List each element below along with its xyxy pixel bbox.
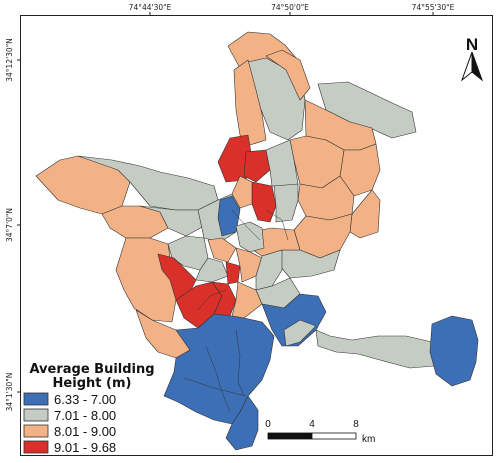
legend-swatch xyxy=(23,424,49,438)
district-polygon xyxy=(207,237,237,263)
scale-unit-label: km xyxy=(362,434,375,445)
district-polygon xyxy=(243,149,271,183)
north-label: N xyxy=(466,35,478,54)
legend-swatch xyxy=(23,392,49,406)
scale-bar-segment-dark xyxy=(267,432,313,440)
legend-swatch xyxy=(23,408,49,422)
graticule-ticks xyxy=(17,12,434,393)
north-arrow: N xyxy=(460,35,484,82)
district-polygon xyxy=(261,293,327,347)
legend-label: 9.01 - 9.68 xyxy=(54,440,116,455)
legend-label: 6.33 - 7.00 xyxy=(54,392,116,407)
district-polygon xyxy=(225,395,259,451)
legend-label: 7.01 - 8.00 xyxy=(54,408,116,423)
district-polygon xyxy=(273,183,299,223)
legend: Average Building Height (m) 6.33 - 7.00 … xyxy=(23,362,155,455)
district-polygon xyxy=(233,59,267,146)
legend-swatch xyxy=(23,440,49,454)
graticule-label-top: 74°55'30"E xyxy=(412,3,455,12)
scale-bar: 0 4 8 km xyxy=(265,419,375,445)
graticule-label-top: 74°50'0"E xyxy=(271,3,309,12)
districts xyxy=(35,31,479,451)
legend-title-line1: Average Building xyxy=(29,362,154,377)
north-arrow-right xyxy=(471,51,484,82)
district-polygon xyxy=(235,221,265,253)
graticule-label-left: 34°1'30"N xyxy=(5,373,14,412)
scale-bar-segment-light xyxy=(311,432,357,440)
district-polygon xyxy=(139,205,205,237)
district-polygon xyxy=(283,319,317,347)
scale-tick-label: 4 xyxy=(309,419,315,430)
district-polygon xyxy=(265,49,311,101)
scale-tick-label: 0 xyxy=(265,419,271,430)
legend-title-line2: Height (m) xyxy=(53,376,132,391)
internal-boundaries xyxy=(183,209,289,413)
district-polygon xyxy=(231,175,253,209)
graticule-label-left: 34°12'30"N xyxy=(5,38,14,82)
district-polygon xyxy=(217,195,241,237)
graticule-label-left: 34°7'0"N xyxy=(5,208,14,242)
legend-label: 8.01 - 9.00 xyxy=(54,424,116,439)
district-polygon xyxy=(225,261,241,285)
scale-tick-label: 8 xyxy=(353,419,359,430)
district-polygon xyxy=(279,249,341,279)
district-polygon xyxy=(429,315,479,387)
graticule-label-top: 74°44'30"E xyxy=(129,3,172,12)
